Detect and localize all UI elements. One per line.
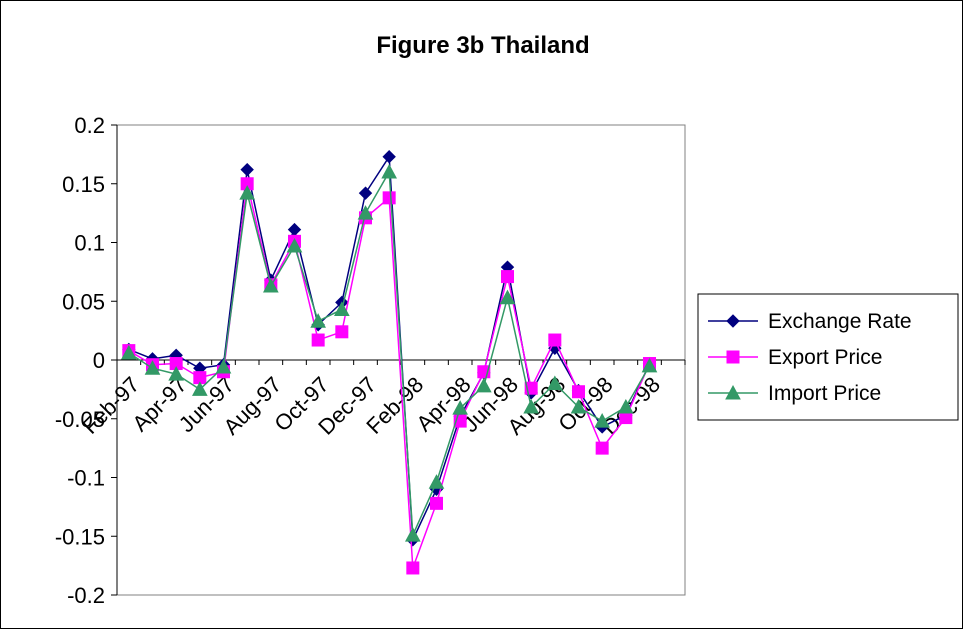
data-point	[404, 527, 421, 542]
data-point	[641, 357, 658, 373]
data-point	[382, 150, 396, 164]
y-tick-label: -0.2	[67, 583, 105, 608]
data-point	[572, 385, 585, 399]
data-point	[191, 381, 208, 396]
data-point	[406, 561, 420, 575]
legend-label: Import Price	[768, 382, 881, 405]
data-point	[215, 358, 232, 374]
chart-title: Figure 3b Thailand	[376, 32, 589, 59]
series-layer	[120, 150, 658, 575]
data-point	[144, 360, 161, 375]
y-tick-label: -0.1	[67, 466, 105, 491]
y-tick-label: -0.15	[55, 524, 105, 549]
y-tick-label: -0.05	[55, 407, 105, 432]
legend-item: Exchange Rate	[708, 310, 912, 333]
series-import-price	[120, 163, 658, 542]
data-point	[262, 277, 279, 293]
data-point	[335, 325, 349, 339]
y-tick-label: 0.1	[74, 231, 105, 256]
data-point	[452, 400, 469, 415]
data-point	[546, 375, 563, 390]
legend-item: Import Price	[708, 382, 881, 405]
y-tick-label: 0.15	[62, 172, 105, 197]
data-point	[333, 301, 350, 316]
data-point	[382, 191, 396, 205]
data-point	[430, 496, 443, 510]
data-point	[381, 163, 398, 179]
data-point	[475, 377, 492, 393]
data-point	[286, 237, 303, 253]
data-point	[523, 398, 540, 414]
legend: Exchange Rate Export Price Import Price	[697, 293, 959, 421]
legend-marker	[726, 350, 740, 364]
data-point	[501, 270, 514, 284]
data-point	[428, 474, 445, 489]
data-point	[595, 441, 609, 455]
data-point	[570, 398, 587, 414]
data-point	[617, 398, 634, 414]
y-tick-label: 0.05	[62, 289, 105, 314]
data-point	[240, 162, 254, 177]
legend-label: Export Price	[768, 346, 882, 369]
data-point	[310, 313, 327, 328]
data-point	[594, 413, 611, 428]
legend-label: Exchange Rate	[768, 310, 912, 333]
data-point	[239, 185, 256, 200]
data-point	[358, 186, 373, 200]
data-point	[357, 205, 374, 220]
y-tick-label: 0.2	[74, 113, 105, 138]
y-tick-label: 0	[93, 348, 105, 373]
legend-item: Export Price	[708, 346, 882, 369]
data-point	[311, 333, 325, 347]
data-point	[499, 289, 516, 305]
data-point	[120, 344, 137, 360]
legend-marker	[726, 314, 740, 328]
data-point	[548, 333, 562, 347]
legend-marker	[725, 384, 741, 400]
data-point	[168, 366, 185, 381]
y-axis: 0.2 0.15 0.1 0.05 0 -0.05 -0.1 -0.15 -0.2	[55, 113, 118, 608]
